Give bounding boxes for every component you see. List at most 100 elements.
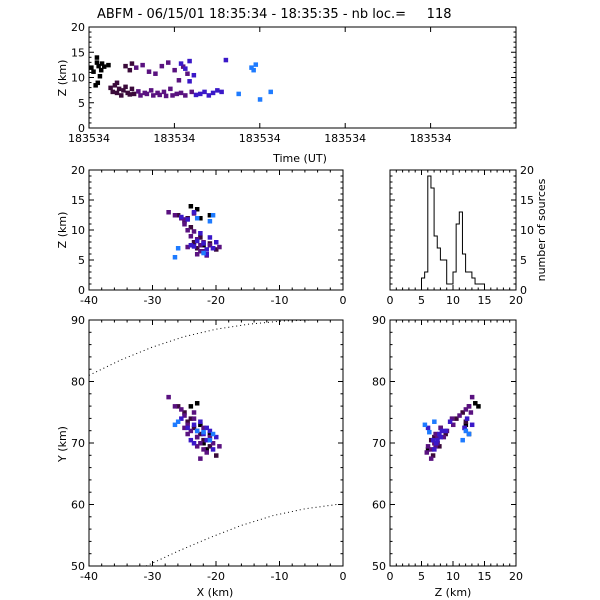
time-z-point bbox=[106, 62, 111, 68]
x-y-point bbox=[194, 401, 200, 406]
x-z-point bbox=[210, 246, 216, 251]
time-z-ytick-label: 20 bbox=[71, 21, 85, 34]
time-z-point bbox=[161, 89, 167, 95]
time-z-point bbox=[108, 85, 113, 91]
x-y-point bbox=[201, 429, 206, 435]
x-z-xtick-label: -10 bbox=[271, 294, 289, 307]
time-z-point bbox=[219, 89, 224, 95]
time-z-point bbox=[189, 89, 194, 95]
time-z-point bbox=[170, 93, 175, 98]
x-y-point bbox=[198, 441, 203, 446]
x-y-point bbox=[214, 453, 219, 458]
z-y-point bbox=[428, 447, 434, 452]
histogram-ytick-label: 15 bbox=[520, 194, 534, 207]
x-y-ytick-label: 70 bbox=[71, 437, 85, 450]
time-z-xtick-label: 183534 bbox=[239, 132, 281, 145]
x-y-point bbox=[194, 444, 200, 449]
x-y-point bbox=[188, 428, 194, 434]
x-z-point bbox=[198, 235, 203, 240]
time-z-point bbox=[129, 86, 135, 92]
time-z-point bbox=[223, 57, 229, 63]
time-z-point bbox=[121, 88, 126, 93]
z-y-frame bbox=[389, 319, 517, 567]
time-z-point bbox=[183, 93, 188, 98]
z-y-xlabel: Z (km) bbox=[435, 586, 472, 599]
time-z-point bbox=[210, 90, 216, 96]
time-z-point bbox=[198, 91, 203, 97]
z-y-xtick-label: 20 bbox=[509, 570, 523, 583]
z-y-point bbox=[462, 425, 467, 431]
time-z-point bbox=[129, 61, 135, 66]
z-y-point bbox=[430, 437, 436, 443]
histogram-step-line bbox=[390, 175, 516, 291]
z-y-point bbox=[454, 416, 459, 421]
time-z-point bbox=[146, 69, 152, 74]
z-y-ytick-label: 90 bbox=[372, 314, 386, 327]
z-y-point bbox=[438, 425, 443, 431]
histogram-ytick-label: 5 bbox=[520, 254, 527, 267]
x-y-point bbox=[179, 416, 184, 421]
x-z-point bbox=[201, 250, 206, 256]
time-z-point bbox=[268, 89, 273, 95]
x-y-ylabel: Y (km) bbox=[56, 426, 69, 463]
x-z-point bbox=[214, 247, 219, 252]
z-y-point bbox=[464, 416, 470, 421]
x-y-point bbox=[217, 444, 222, 449]
time-z-point bbox=[168, 86, 173, 92]
z-y-point bbox=[435, 437, 440, 443]
x-y-xtick-label: -10 bbox=[271, 570, 289, 583]
x-z-point bbox=[166, 210, 171, 215]
x-y-point bbox=[210, 447, 216, 452]
z-y-point bbox=[443, 428, 448, 434]
z-y-point bbox=[439, 428, 445, 434]
time-z-point bbox=[110, 89, 115, 95]
time-z-point bbox=[215, 88, 220, 93]
histogram-ylabel: number of sources bbox=[535, 178, 548, 281]
z-y-xtick-label: 5 bbox=[418, 570, 425, 583]
x-y-point bbox=[204, 425, 209, 431]
z-y-point bbox=[469, 422, 475, 428]
x-y-ytick-label: 90 bbox=[71, 314, 85, 327]
histogram-xtick-label: 20 bbox=[509, 294, 523, 307]
time-z-point bbox=[144, 91, 150, 97]
z-y-point bbox=[447, 419, 453, 424]
z-y-point bbox=[469, 394, 475, 400]
z-y-point bbox=[422, 422, 428, 428]
time-z-point bbox=[174, 91, 180, 97]
z-y-ytick-label: 80 bbox=[372, 376, 386, 389]
time-z-point bbox=[249, 65, 254, 70]
x-z-point bbox=[182, 222, 187, 227]
x-z-point bbox=[204, 247, 209, 252]
z-y-point bbox=[438, 434, 443, 440]
x-z-ytick-label: 0 bbox=[78, 284, 85, 297]
time-z-point bbox=[159, 63, 165, 69]
time-z-point bbox=[236, 91, 241, 97]
plan-view-panel: X (km) Y (km) -40 -30 -20 -10 0 50 60 70 80 90 bbox=[56, 314, 347, 599]
x-z-point bbox=[194, 246, 200, 251]
time-z-ytick-label: 10 bbox=[71, 72, 85, 85]
time-z-point bbox=[178, 61, 184, 66]
time-z-point bbox=[93, 83, 98, 88]
x-z-point bbox=[188, 234, 194, 239]
x-z-point bbox=[198, 231, 203, 236]
z-y-point bbox=[449, 416, 455, 421]
x-y-point bbox=[198, 431, 203, 437]
x-y-point bbox=[185, 425, 190, 431]
time-z-xtick-label: 183534 bbox=[68, 132, 110, 145]
x-z-point bbox=[172, 255, 178, 260]
x-z-ylabel: Z (km) bbox=[56, 212, 69, 249]
x-y-point bbox=[201, 447, 206, 452]
x-y-point bbox=[188, 404, 194, 409]
z-y-point bbox=[463, 407, 469, 412]
z-y-point bbox=[432, 419, 437, 424]
time-z-point bbox=[116, 86, 122, 92]
z-y-xtick-label: 0 bbox=[387, 570, 394, 583]
z-y-point bbox=[443, 431, 448, 437]
x-y-point bbox=[210, 431, 216, 437]
x-z-point bbox=[194, 252, 200, 257]
x-y-point bbox=[210, 441, 216, 446]
time-altitude-panel: Z (km) Time (UT) 183534 183534 183534 18353… bbox=[56, 21, 517, 165]
x-y-xtick-label: 0 bbox=[340, 570, 347, 583]
z-y-point bbox=[432, 434, 437, 440]
